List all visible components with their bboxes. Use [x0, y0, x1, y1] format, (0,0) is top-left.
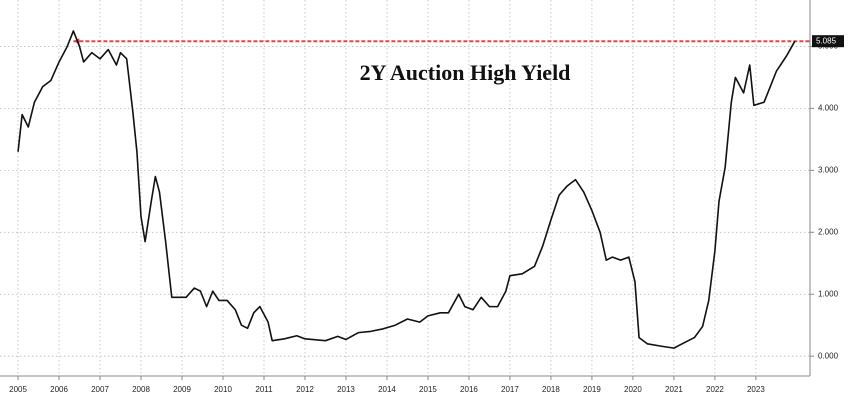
x-tick-label: 2023: [747, 385, 765, 394]
x-tick-label: 2014: [378, 385, 396, 394]
x-tick-label: 2017: [501, 385, 519, 394]
x-tick-label: 2018: [542, 385, 560, 394]
x-tick-label: 2012: [296, 385, 314, 394]
x-tick-label: 2022: [706, 385, 724, 394]
y-tick-label: 0.000: [818, 351, 839, 360]
x-tick-label: 2009: [173, 385, 191, 394]
x-tick-label: 2008: [132, 385, 150, 394]
x-tick-label: 2010: [214, 385, 232, 394]
x-tick-label: 2005: [9, 385, 27, 394]
y-tick-label: 3.000: [818, 165, 839, 174]
last-value-label: 5.085: [816, 36, 837, 45]
x-tick-label: 2011: [255, 385, 273, 394]
last-value-box: [812, 35, 844, 48]
y-tick-label: 1.000: [818, 289, 839, 298]
y-tick-label: 4.000: [818, 104, 839, 113]
x-tick-label: 2020: [624, 385, 642, 394]
x-tick-label: 2019: [583, 385, 601, 394]
x-tick-label: 2015: [419, 385, 437, 394]
x-tick-label: 2021: [665, 385, 683, 394]
x-tick-label: 2006: [50, 385, 68, 394]
chart-title: 2Y Auction High Yield: [360, 60, 571, 85]
x-tick-label: 2016: [460, 385, 478, 394]
x-tick-label: 2013: [337, 385, 355, 394]
y-tick-label: 2.000: [818, 227, 839, 236]
yield-line: [17, 30, 796, 349]
x-tick-label: 2007: [91, 385, 109, 394]
